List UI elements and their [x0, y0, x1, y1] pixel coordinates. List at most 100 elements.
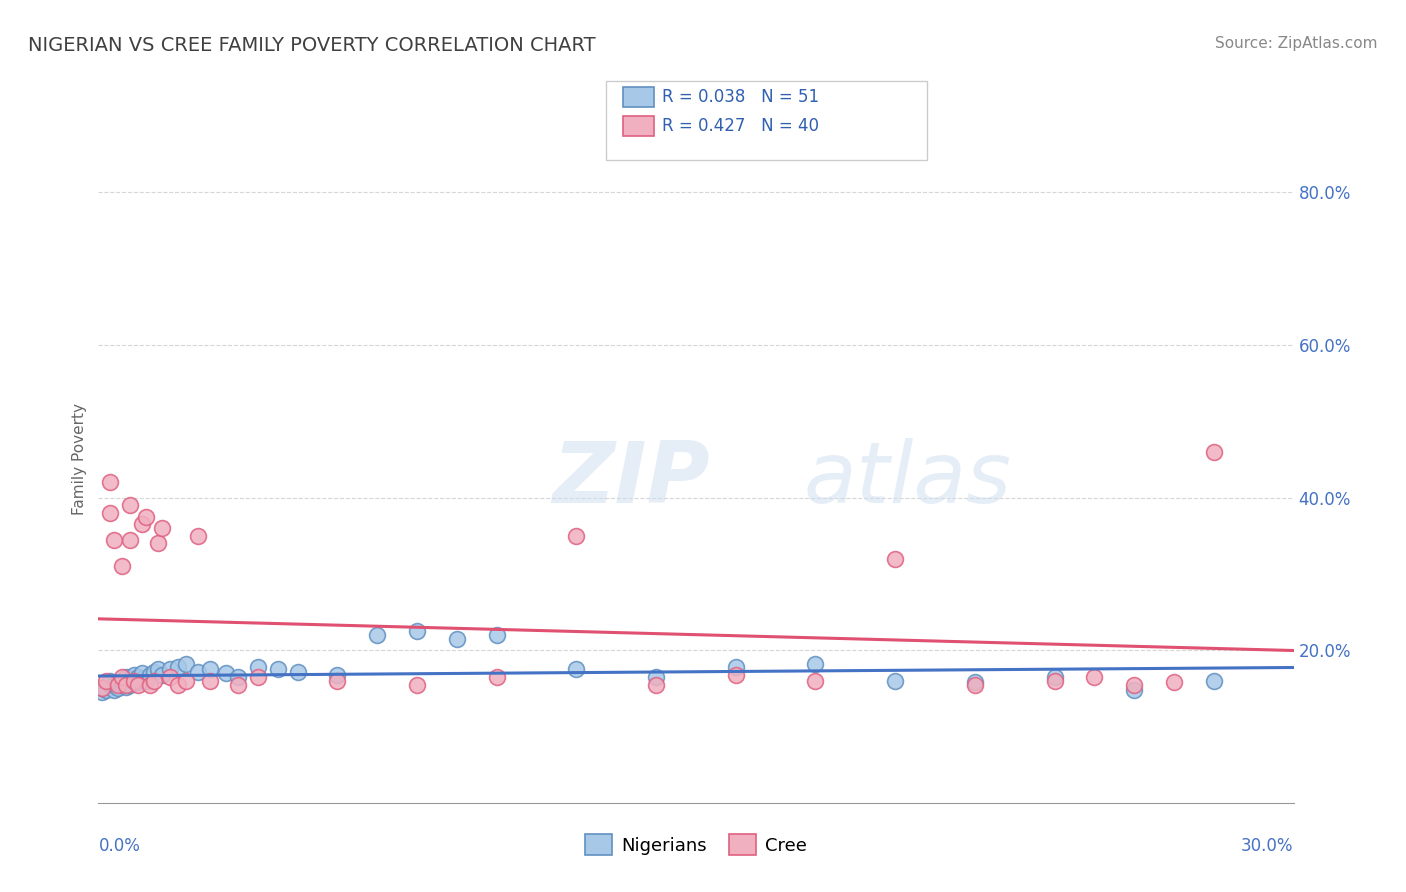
Text: 0.0%: 0.0% — [98, 837, 141, 855]
Point — [246, 670, 269, 684]
Point — [1043, 670, 1066, 684]
Point — [724, 667, 747, 681]
Point — [287, 665, 309, 679]
Point — [565, 529, 588, 543]
Point — [1163, 675, 1185, 690]
Point — [167, 677, 190, 691]
Point — [111, 559, 134, 574]
Point — [107, 675, 129, 690]
Text: NIGERIAN VS CREE FAMILY POVERTY CORRELATION CHART: NIGERIAN VS CREE FAMILY POVERTY CORRELAT… — [28, 36, 596, 54]
Point — [485, 628, 508, 642]
Point — [124, 673, 146, 688]
Point — [127, 670, 149, 684]
Point — [131, 672, 153, 686]
Point — [267, 662, 290, 676]
Point — [143, 665, 166, 679]
Text: atlas: atlas — [804, 439, 1011, 522]
Point — [103, 677, 125, 691]
Point — [96, 680, 118, 694]
Point — [111, 677, 134, 691]
Point — [124, 675, 146, 690]
Point — [135, 673, 157, 688]
Point — [148, 536, 170, 550]
Point — [120, 677, 142, 691]
Point — [127, 677, 149, 691]
Point — [96, 673, 118, 688]
Point — [143, 673, 166, 688]
Point — [98, 506, 122, 520]
Point — [159, 662, 181, 676]
Point — [645, 677, 668, 691]
Point — [226, 677, 249, 691]
Point — [139, 677, 162, 691]
Point — [226, 670, 249, 684]
Point — [1202, 444, 1225, 458]
Point — [1083, 670, 1105, 684]
Point — [111, 670, 134, 684]
Point — [1123, 677, 1146, 691]
Y-axis label: Family Poverty: Family Poverty — [72, 403, 87, 516]
Point — [1202, 673, 1225, 688]
Point — [150, 521, 173, 535]
Point — [115, 670, 138, 684]
Point — [124, 667, 146, 681]
Point — [366, 628, 388, 642]
Legend: Nigerians, Cree: Nigerians, Cree — [578, 827, 814, 863]
Point — [406, 624, 429, 639]
Point — [187, 529, 209, 543]
Point — [246, 660, 269, 674]
Point — [98, 673, 122, 688]
Point — [1043, 673, 1066, 688]
Point — [326, 667, 349, 681]
Text: 30.0%: 30.0% — [1241, 837, 1294, 855]
Point — [127, 675, 149, 690]
Point — [565, 662, 588, 676]
Point — [1123, 682, 1146, 697]
Text: ZIP: ZIP — [553, 439, 710, 522]
Point — [884, 551, 907, 566]
Point — [120, 498, 142, 512]
Point — [150, 667, 173, 681]
Point — [198, 673, 221, 688]
Point — [120, 672, 142, 686]
Point — [167, 660, 190, 674]
Point — [135, 509, 157, 524]
Point — [107, 681, 129, 696]
Point — [115, 680, 138, 694]
Point — [103, 682, 125, 697]
Point — [148, 662, 170, 676]
Point — [963, 675, 986, 690]
Point — [174, 657, 197, 671]
Point — [131, 666, 153, 681]
Text: R = 0.427   N = 40: R = 0.427 N = 40 — [662, 117, 820, 135]
Point — [645, 670, 668, 684]
Point — [96, 682, 118, 697]
Point — [115, 677, 138, 691]
Point — [111, 673, 134, 688]
Point — [103, 533, 125, 547]
Point — [187, 665, 209, 679]
Point — [131, 517, 153, 532]
Point — [963, 677, 986, 691]
Point — [91, 681, 114, 696]
Point — [804, 657, 827, 671]
Point — [107, 677, 129, 691]
Text: R = 0.038   N = 51: R = 0.038 N = 51 — [662, 88, 820, 106]
Point — [91, 685, 114, 699]
Point — [174, 673, 197, 688]
Point — [120, 533, 142, 547]
Point — [215, 666, 238, 681]
Point — [91, 681, 114, 696]
Point — [198, 662, 221, 676]
Point — [804, 673, 827, 688]
Point — [446, 632, 468, 646]
Text: Source: ZipAtlas.com: Source: ZipAtlas.com — [1215, 36, 1378, 51]
Point — [159, 670, 181, 684]
Point — [406, 677, 429, 691]
Point — [139, 667, 162, 681]
Point — [485, 670, 508, 684]
Point — [884, 673, 907, 688]
Point — [326, 673, 349, 688]
Point — [724, 660, 747, 674]
Point — [98, 677, 122, 691]
